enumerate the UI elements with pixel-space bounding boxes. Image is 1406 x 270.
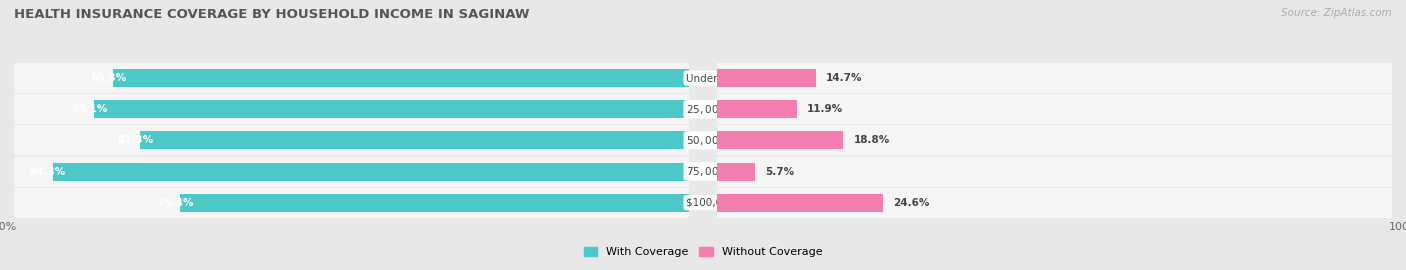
- Bar: [94, 100, 689, 118]
- Bar: [717, 157, 1392, 187]
- Bar: [180, 194, 689, 212]
- Text: 18.8%: 18.8%: [853, 135, 890, 146]
- Bar: [717, 194, 883, 212]
- Bar: [717, 188, 1392, 218]
- Bar: [114, 69, 689, 87]
- Bar: [14, 126, 689, 155]
- Text: Source: ZipAtlas.com: Source: ZipAtlas.com: [1281, 8, 1392, 18]
- Bar: [52, 163, 689, 181]
- Text: 100.0%: 100.0%: [1389, 222, 1406, 232]
- Bar: [717, 63, 1392, 93]
- Bar: [14, 188, 689, 218]
- Bar: [14, 94, 689, 124]
- Text: $75,000 to $99,999: $75,000 to $99,999: [686, 165, 772, 178]
- Legend: With Coverage, Without Coverage: With Coverage, Without Coverage: [579, 242, 827, 262]
- Bar: [717, 131, 844, 149]
- Text: 100.0%: 100.0%: [0, 222, 17, 232]
- Bar: [717, 100, 797, 118]
- Text: 85.3%: 85.3%: [90, 73, 127, 83]
- Bar: [717, 163, 755, 181]
- Text: 24.6%: 24.6%: [893, 198, 929, 208]
- Bar: [717, 126, 1392, 155]
- Text: Under $25,000: Under $25,000: [686, 73, 763, 83]
- Bar: [14, 63, 689, 93]
- Bar: [141, 131, 689, 149]
- Text: 94.3%: 94.3%: [30, 167, 66, 177]
- Bar: [717, 94, 1392, 124]
- Text: $100,000 and over: $100,000 and over: [686, 198, 785, 208]
- Text: 11.9%: 11.9%: [807, 104, 844, 114]
- Text: 81.3%: 81.3%: [118, 135, 153, 146]
- Text: 14.7%: 14.7%: [825, 73, 862, 83]
- Text: 5.7%: 5.7%: [765, 167, 794, 177]
- Text: 88.1%: 88.1%: [72, 104, 108, 114]
- Text: HEALTH INSURANCE COVERAGE BY HOUSEHOLD INCOME IN SAGINAW: HEALTH INSURANCE COVERAGE BY HOUSEHOLD I…: [14, 8, 530, 21]
- Text: 75.4%: 75.4%: [157, 198, 194, 208]
- Bar: [14, 157, 689, 187]
- Bar: [717, 69, 815, 87]
- Text: $25,000 to $49,999: $25,000 to $49,999: [686, 103, 772, 116]
- Text: $50,000 to $74,999: $50,000 to $74,999: [686, 134, 772, 147]
